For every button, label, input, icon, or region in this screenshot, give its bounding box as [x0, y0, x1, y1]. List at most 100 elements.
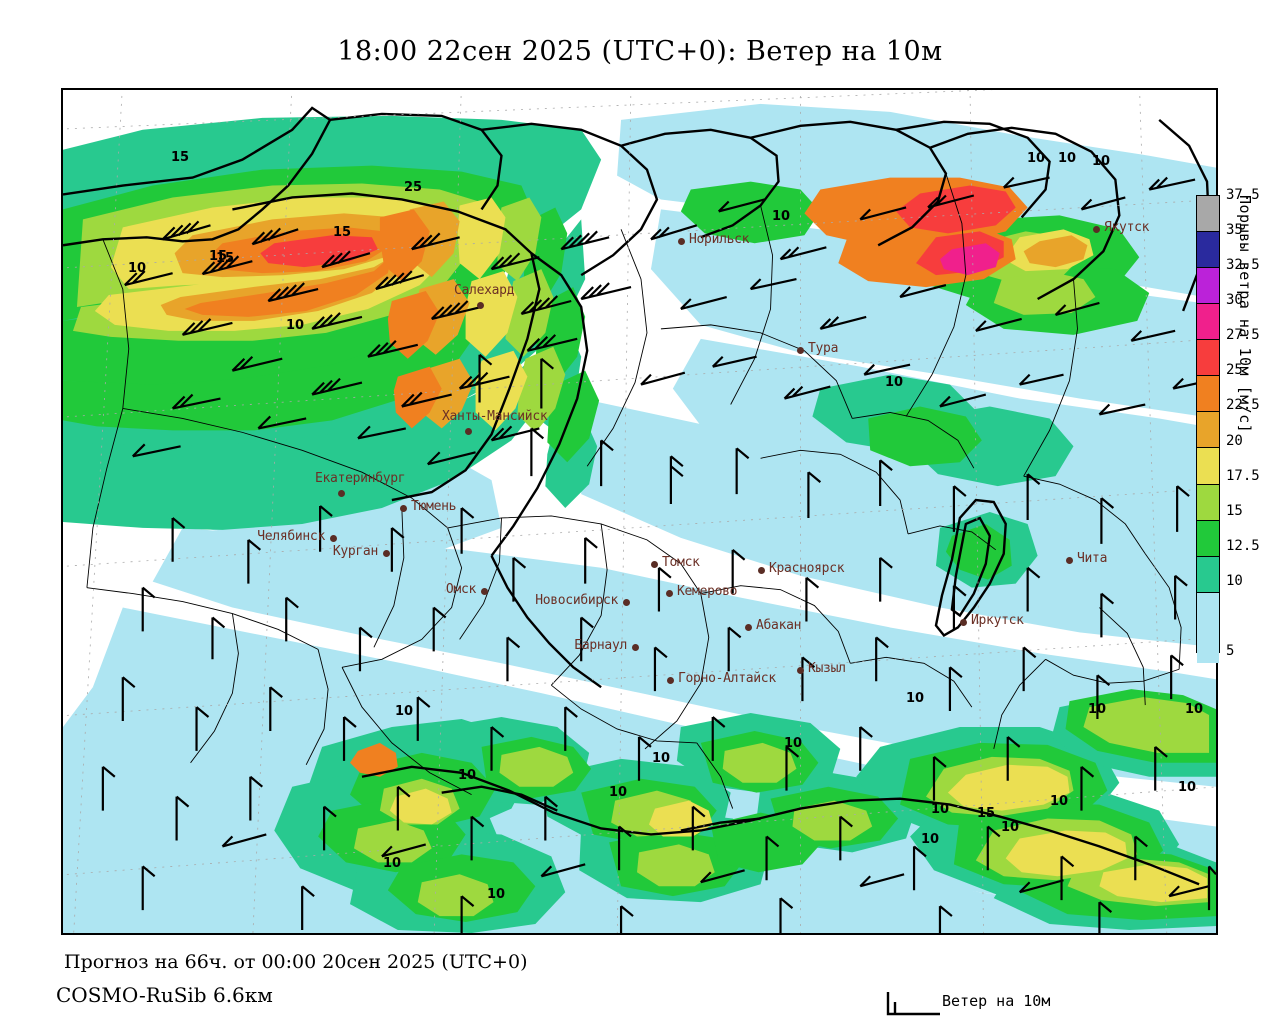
map-canvas [63, 90, 1216, 933]
city-label: Горно-Алтайск [678, 671, 776, 686]
barb-legend-icon [886, 992, 940, 1016]
colorbar[interactable] [1196, 195, 1220, 663]
forecast-info: Прогноз на 66ч. от 00:00 20сен 2025 (UTC… [64, 951, 528, 973]
colorbar-band-20-22.5 [1197, 412, 1219, 449]
contour-label: 10 [286, 318, 305, 333]
contour-label: 15 [977, 806, 996, 821]
colorbar-band-25-27.5 [1197, 340, 1219, 377]
city-label: Курган [332, 544, 378, 559]
city-dot-icon [383, 550, 390, 557]
colorbar-tick-25: 25 [1226, 362, 1243, 379]
colorbar-band-35-37.5 [1197, 196, 1219, 233]
wind-barb-legend: Ветер на 10м [880, 986, 1220, 1020]
colorbar-tick-10: 10 [1226, 572, 1243, 589]
city-label: Челябинск [257, 529, 325, 544]
contour-label: 10 [1058, 151, 1077, 166]
colorbar-tick-15: 15 [1226, 502, 1243, 519]
city-dot-icon [666, 590, 673, 597]
city-dot-icon [338, 490, 345, 497]
colorbar-tick-32.5: 32.5 [1226, 257, 1260, 274]
city-label: Кызыл [808, 661, 846, 676]
city-dot-icon [758, 567, 765, 574]
city-dot-icon [465, 428, 472, 435]
city-label: Иркутск [971, 613, 1024, 628]
city-label: Абакан [756, 618, 802, 633]
city-dot-icon [481, 588, 488, 595]
colorbar-tick-35: 35 [1226, 222, 1243, 239]
city-dot-icon [960, 619, 967, 626]
admin-boundaries [86, 173, 1182, 809]
city-dot-icon [623, 599, 630, 606]
colorbar-tick-17.5: 17.5 [1226, 467, 1260, 484]
city-label: Тура [808, 341, 839, 356]
colorbar-band-27.5-30 [1197, 304, 1219, 341]
contour-label: 10 [395, 704, 414, 719]
contour-label: 15 [216, 251, 235, 266]
city-label: Чита [1077, 551, 1108, 566]
colorbar-tick-37.5: 37.5 [1226, 187, 1260, 203]
barb-legend-label: Ветер на 10м [942, 992, 1051, 1010]
city-label: Якутск [1104, 220, 1150, 235]
colorbar-band-22.5-25 [1197, 376, 1219, 413]
city-label: Новосибирск [535, 593, 618, 608]
colorbar-tick-22.5: 22.5 [1226, 397, 1260, 414]
contour-label: 10 [772, 209, 791, 224]
colorbar-band-17.5-20 [1197, 448, 1219, 485]
contour-label: 10 [1050, 794, 1069, 809]
city-label: Норильск [689, 232, 750, 247]
colorbar-band-5-10 [1197, 592, 1219, 663]
city-label: Ханты-Мансийск [442, 409, 548, 424]
contour-label: 10 [128, 261, 147, 276]
contour-label: 10 [383, 856, 402, 871]
city-dot-icon [330, 535, 337, 542]
city-label: Тюмень [411, 499, 457, 514]
city-label: Красноярск [769, 561, 845, 576]
city-dot-icon [1093, 226, 1100, 233]
city-label: Кемерово [677, 584, 738, 599]
contour-label: 15 [209, 249, 228, 264]
city-label: Салехард [454, 283, 515, 298]
contour-label: 15 [171, 150, 190, 165]
contour-label: 10 [1027, 151, 1046, 166]
city-dot-icon [1066, 557, 1073, 564]
contour-label: 10 [921, 832, 940, 847]
contour-label: 10 [1001, 820, 1020, 835]
colorbar-band-30-32.5 [1197, 268, 1219, 305]
contour-label: 10 [1092, 154, 1111, 169]
map-frame[interactable]: 15 15 15 10 15 25 10 10 10 10 10 10 10 10 10 10 10 10 10 10… [61, 88, 1218, 935]
city-dot-icon [632, 644, 639, 651]
contour-label: 10 [458, 768, 477, 783]
wind-barb-layer [101, 176, 1216, 933]
colorbar-ticks: 37.5 35 32.5 30 27.5 25 22.5 20 17.5 15 12.5 10 5 [1222, 186, 1268, 666]
city-dot-icon [667, 677, 674, 684]
contour-label: 10 [1178, 780, 1197, 795]
city-label: Барнаул [574, 638, 627, 653]
contour-label: 10 [609, 785, 628, 800]
colorbar-tick-27.5: 27.5 [1226, 327, 1260, 344]
contour-label: 10 [652, 751, 671, 766]
city-label: Томск [662, 555, 700, 570]
contour-label: 10 [906, 691, 925, 706]
contour-label: 15 [333, 225, 352, 240]
gust-band-27_5-30 [939, 243, 1000, 276]
colorbar-band-10-12.5 [1197, 556, 1219, 593]
contour-label: 10 [931, 802, 950, 817]
city-dot-icon [797, 667, 804, 674]
city-label: Екатеринбург [315, 471, 406, 486]
city-dot-icon [651, 561, 658, 568]
colorbar-band-32.5-35 [1197, 232, 1219, 269]
colorbar-band-15-17.5 [1197, 484, 1219, 521]
colorbar-tick-12.5: 12.5 [1226, 537, 1260, 554]
city-dot-icon [400, 505, 407, 512]
colorbar-tick-30: 30 [1226, 292, 1243, 309]
contour-label: 10 [1185, 702, 1204, 717]
city-dot-icon [678, 238, 685, 245]
contour-label: 10 [1088, 702, 1107, 717]
contour-label: 10 [784, 736, 803, 751]
page-title: 18:00 22сен 2025 (UTC+0): Ветер на 10м [337, 36, 943, 67]
city-dot-icon [797, 347, 804, 354]
city-dot-icon [477, 302, 484, 309]
city-dot-icon [745, 624, 752, 631]
colorbar-tick-20: 20 [1226, 432, 1243, 449]
contour-label: 10 [885, 375, 904, 390]
